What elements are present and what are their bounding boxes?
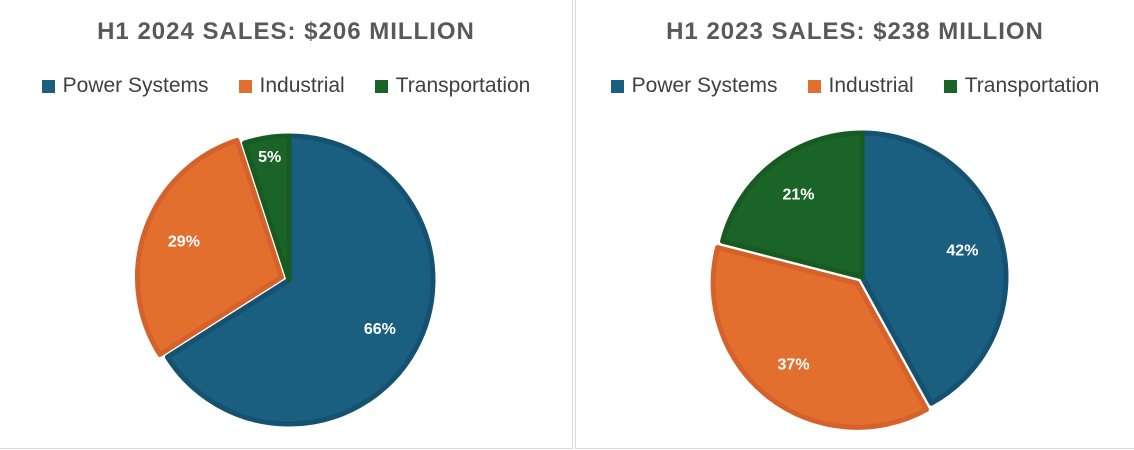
legend-item-industrial: Industrial: [807, 74, 914, 98]
legend-label: Power Systems: [631, 74, 778, 97]
pie-slice-industrial: [135, 137, 284, 357]
data-label-transportation: 5%: [258, 149, 281, 166]
data-label-transportation: 21%: [782, 186, 814, 203]
pie-chart-h1-2023: 42% 37% 21%: [710, 130, 1009, 430]
data-label-industrial: 29%: [168, 233, 200, 250]
legend-swatch-transportation: [374, 79, 388, 93]
legend-swatch-power-systems: [41, 79, 55, 93]
legend-label: Power Systems: [62, 74, 209, 97]
data-label-power-systems: 42%: [946, 242, 978, 259]
legend-swatch-power-systems: [610, 79, 624, 93]
legend-swatch-industrial: [807, 79, 821, 93]
pie-chart-h1-2024: 66% 29% 5%: [135, 133, 436, 427]
chart-title: H1 2024 SALES: $206 MILLION: [97, 18, 475, 45]
legend-label: Transportation: [964, 74, 1100, 97]
chart-legend: Power Systems Industrial Transportation: [0, 74, 572, 98]
legend-item-industrial: Industrial: [238, 74, 345, 98]
chart-legend: Power Systems Industrial Transportation: [576, 74, 1134, 98]
legend-swatch-transportation: [943, 79, 957, 93]
pie-slice-transportation: [242, 133, 292, 283]
data-label-industrial: 37%: [778, 356, 810, 373]
chart-title: H1 2023 SALES: $238 MILLION: [666, 18, 1044, 45]
legend-label: Industrial: [828, 74, 914, 97]
legend-item-power-systems: Power Systems: [41, 74, 209, 98]
pie-slice-transportation: [720, 130, 865, 280]
legend-label: Transportation: [395, 74, 531, 97]
legend-item-power-systems: Power Systems: [610, 74, 778, 98]
legend-item-transportation: Transportation: [374, 74, 531, 98]
pie-slice-power-systems: [859, 130, 1009, 406]
legend-swatch-industrial: [238, 79, 252, 93]
legend-item-transportation: Transportation: [943, 74, 1100, 98]
chart-panel-h1-2024: H1 2024 SALES: $206 MILLION Power System…: [0, 0, 573, 449]
legend-label: Industrial: [259, 74, 345, 97]
data-label-power-systems: 66%: [364, 321, 396, 338]
pie-slice-industrial: [710, 245, 929, 430]
chart-panel-h1-2023: H1 2023 SALES: $238 MILLION Power System…: [575, 0, 1134, 449]
pie-slice-power-systems: [164, 133, 436, 427]
